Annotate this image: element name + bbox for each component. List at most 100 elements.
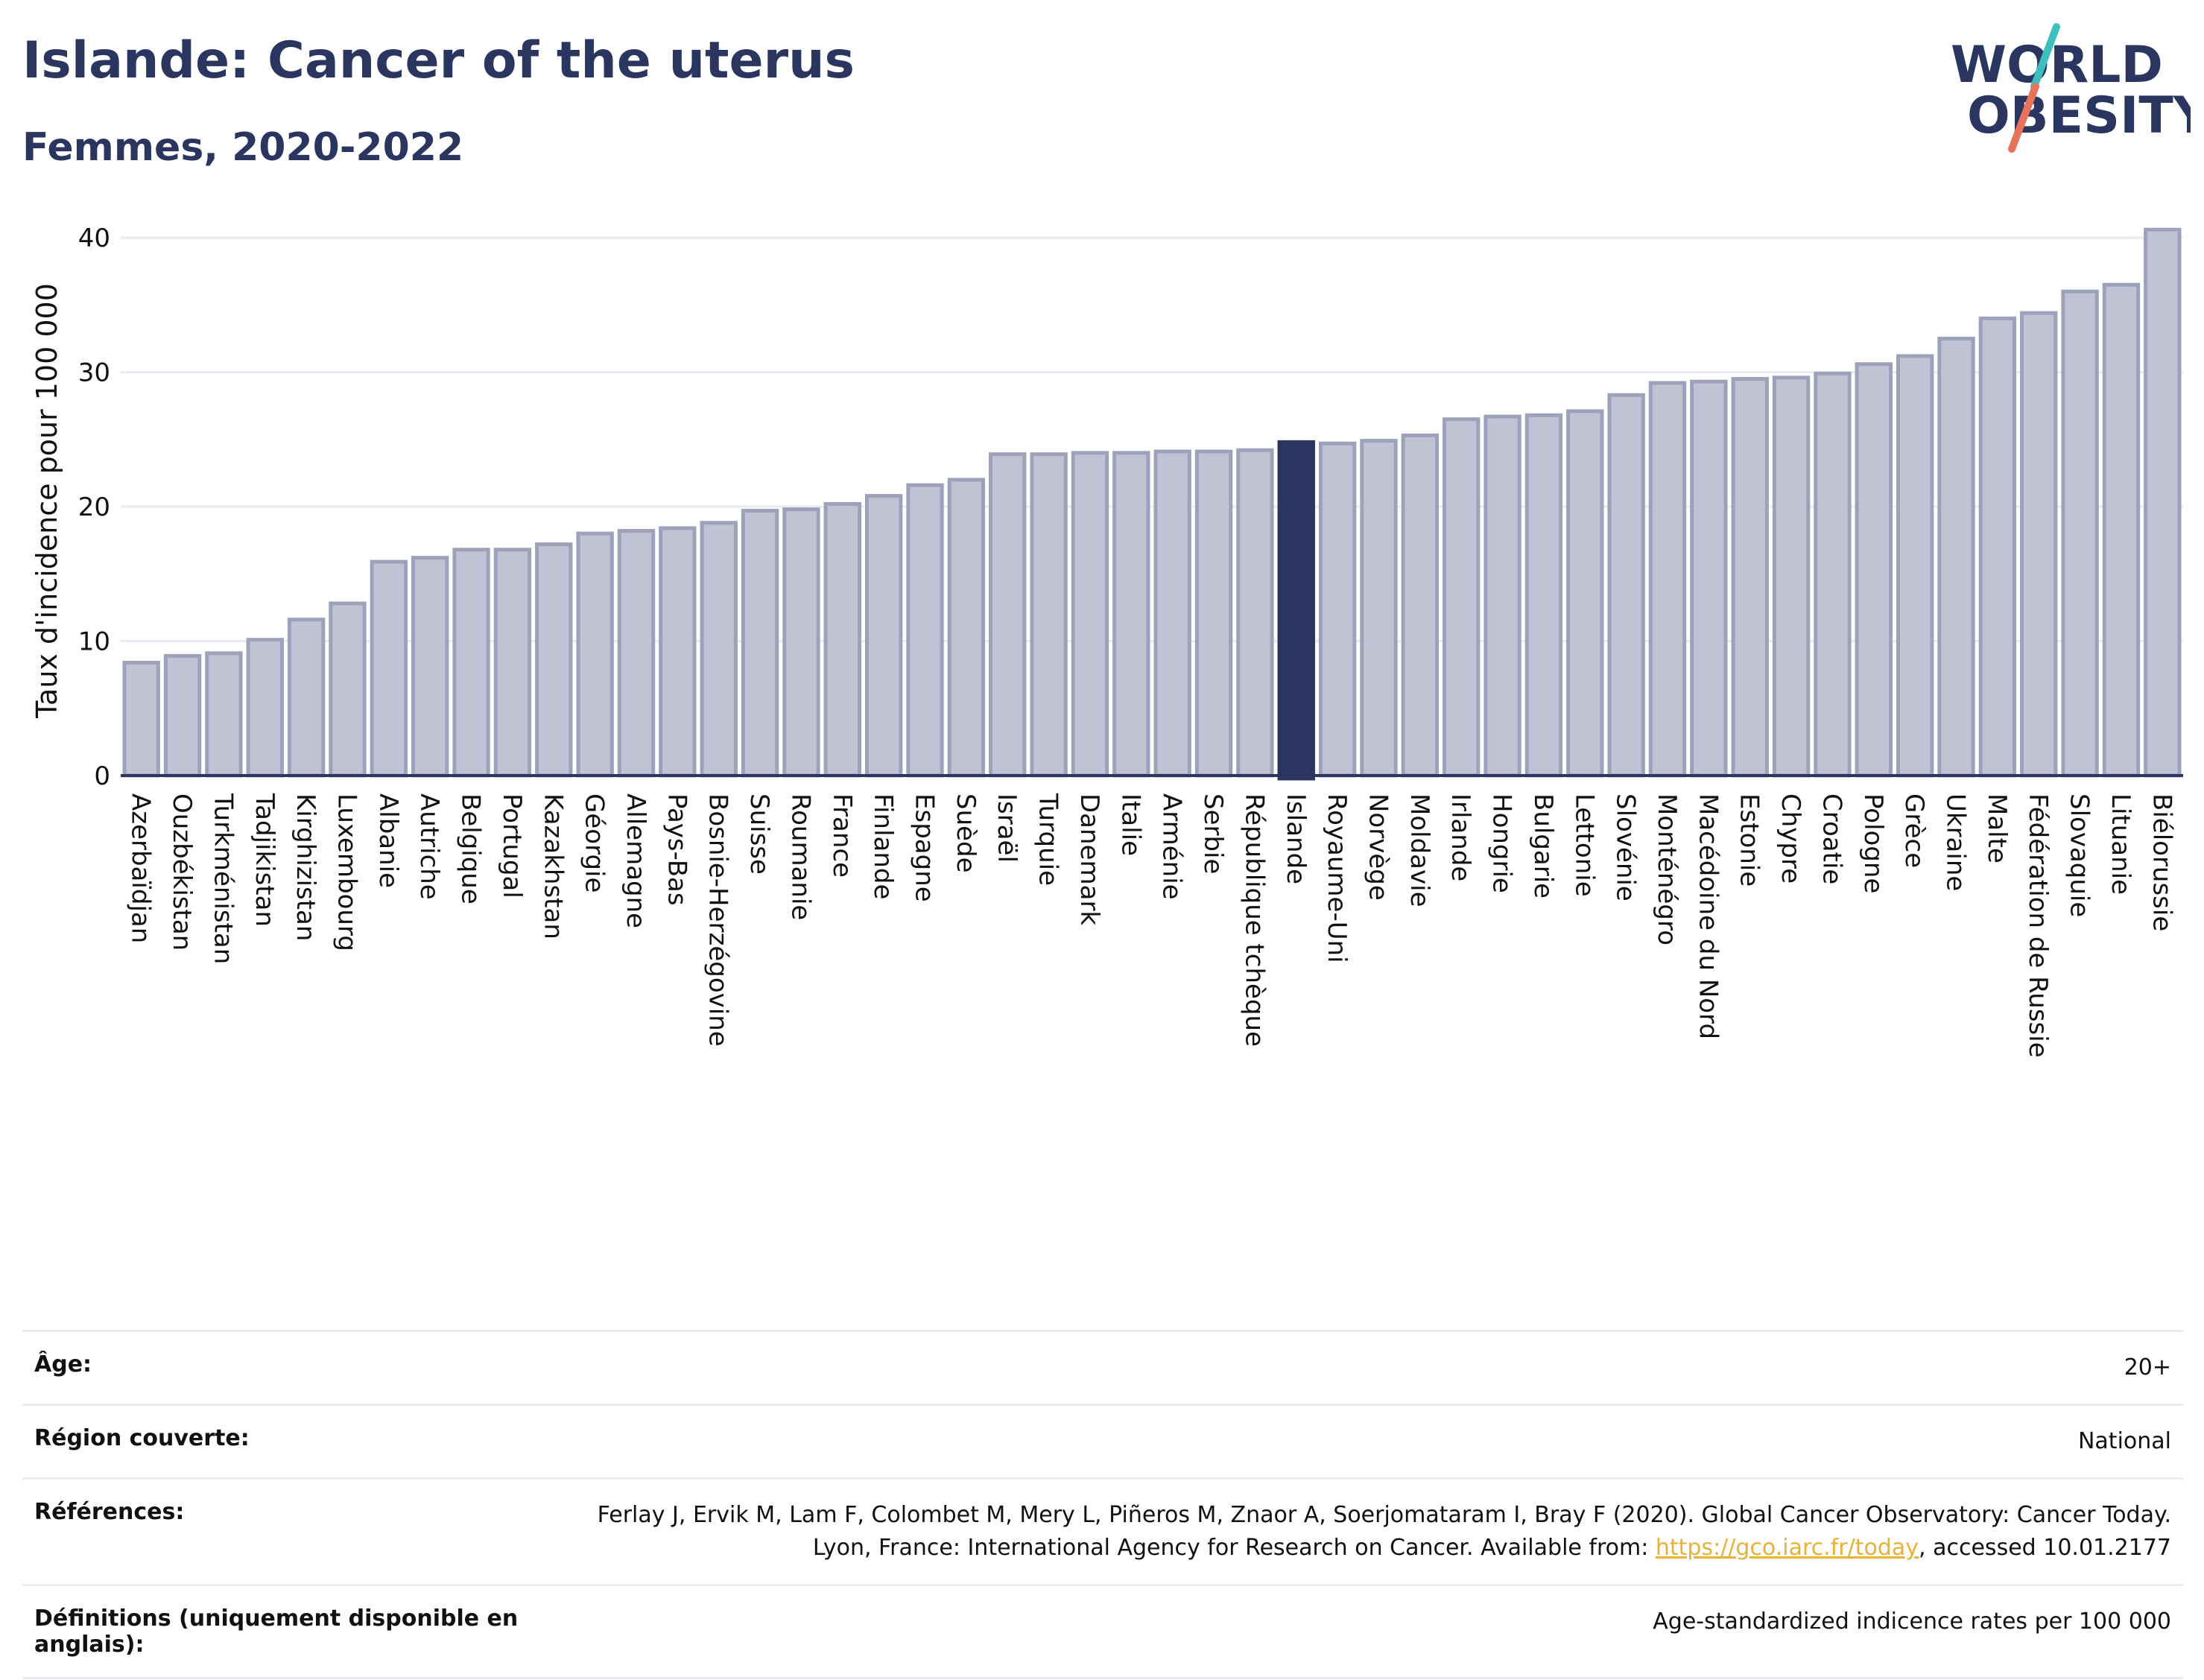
logo-slash-teal [2030,23,2060,90]
bar [1236,448,1274,778]
bar [1524,413,1563,778]
x-tick-label: Roumanie [785,793,815,920]
x-tick-label: Bosnie-Herzégovine [703,793,733,1047]
x-tick-label: Allemagne [621,793,650,928]
bar [1112,451,1150,778]
bar [370,560,408,778]
x-tick-label: Portugal [497,793,527,898]
bar [659,526,697,778]
x-tick-label: Biélorussie [2147,793,2176,931]
x-tick-label: France [827,793,857,878]
bar [287,618,326,778]
meta-value: Ferlay J, Ervik M, Lam F, Colombet M, Me… [538,1477,2183,1585]
x-tick-label: Serbie [1198,793,1228,874]
bar [741,508,779,778]
x-tick-label: Slovaquie [2065,793,2094,917]
meta-row-definitions: Définitions (uniquement disponible en an… [22,1584,2183,1679]
x-tick-label: Islande [1281,793,1311,884]
bar [906,483,944,778]
bars [122,227,2182,781]
reference-link[interactable]: https://gco.iarc.fr/today [1655,1535,1919,1561]
x-tick-label: Hongrie [1487,793,1517,893]
bar [576,531,614,778]
bar [246,638,284,778]
y-axis-title: Taux d'incidence pour 100 000 [31,283,63,719]
x-tick-label: République tchèque [1239,793,1269,1047]
x-tick-label: Grèce [1899,793,1929,868]
x-tick-label: Israël [992,793,1022,863]
bar [1937,336,1975,778]
chart-subtitle: Femmes, 2020-2022 [22,125,464,170]
bar [1772,375,1811,778]
x-tick-label: Arménie [1157,793,1187,900]
x-tick-label: Monténégro [1652,793,1682,945]
bar [163,653,202,778]
x-axis-labels: Azerbaïdjan Ouzbékistan Turkménistan Tadjik… [126,793,2177,1058]
meta-key: Références: [22,1477,538,1585]
meta-row-references: Références: Ferlay J, Ervik M, Lam F, Co… [22,1477,2183,1585]
bar [1443,417,1481,778]
bar [864,494,903,778]
y-axis-ticks: 0 10 20 30 40 [78,224,110,791]
x-tick-label: Fédération de Russie [2023,793,2053,1058]
logo-line2: OBESITY [1967,86,2191,145]
bar [700,521,738,778]
x-tick-label: Royaume-Uni [1322,793,1352,963]
x-tick-label: Estonie [1735,793,1764,887]
meta-value: Age-standardized indicence rates per 100… [538,1584,2183,1679]
x-tick-label: Finlande [868,793,898,899]
x-tick-label: Turquie [1033,793,1063,886]
bar [1978,316,2017,778]
bar [411,556,449,778]
x-tick-label: Lituanie [2106,793,2135,895]
x-tick-label: Kazakhstan [538,793,568,939]
x-tick-label: Irlande [1445,793,1475,881]
x-tick-label: Autriche [414,793,444,900]
y-tick-label: 30 [78,358,110,388]
x-tick-label: Macédoine du Nord [1693,793,1723,1039]
x-tick-label: Norvège [1363,793,1393,901]
x-tick-label: Croatie [1817,793,1846,884]
bar [2020,311,2058,778]
y-tick-label: 40 [78,224,110,253]
x-tick-label: Belgique [456,793,486,904]
x-tick-label: Kirghizistan [291,793,320,941]
logo-line1: WORLD [1951,36,2163,95]
x-tick-label: Tadjikistan [250,793,279,927]
metadata-table: Âge: 20+ Région couverte: National Référ… [22,1330,2183,1679]
meta-value: 20+ [538,1330,2183,1405]
x-tick-label: Chypre [1776,793,1805,884]
bar [1648,381,1687,778]
bar [205,651,243,778]
x-tick-label: Moldavie [1405,793,1434,907]
bar [452,548,490,778]
y-tick-label: 0 [94,761,110,791]
reference-text: Ferlay J, Ervik M, Lam F, Colombet M, Me… [597,1502,2171,1561]
bar [1483,414,1521,778]
bar [1566,409,1604,778]
bar [493,548,532,778]
x-tick-label: Suède [951,793,981,873]
bar [2102,282,2141,778]
bar [1855,362,1893,778]
bar-highlighted [1277,440,1315,781]
bar [1360,439,1398,778]
reference-accessed: , accessed 10.01.2177 [1919,1535,2171,1561]
x-tick-label: Ukraine [1941,793,1971,891]
x-tick-label: Suisse [744,793,774,875]
bar [1153,449,1191,778]
world-obesity-logo: WORLD OBESITY [1951,23,2191,153]
meta-row-region: Région couverte: National [22,1404,2183,1479]
x-tick-label: Turkménistan [208,793,238,964]
x-tick-label: Italie [1115,793,1145,856]
x-tick-label: Albanie [373,793,403,888]
x-tick-label: Lettonie [1569,793,1599,897]
y-tick-label: 10 [78,627,110,657]
bar-chart: 0 10 20 30 40 Azerbaïdjan Ouzbékistan Turkméni… [31,224,2183,1058]
x-tick-label: Pays-Bas [662,793,691,906]
x-tick-label: Malte [1982,793,2012,863]
meta-key: Définitions (uniquement disponible en an… [22,1584,538,1679]
logo-slash-coral [2008,83,2039,153]
bar [1607,393,1645,778]
bar [947,478,986,778]
